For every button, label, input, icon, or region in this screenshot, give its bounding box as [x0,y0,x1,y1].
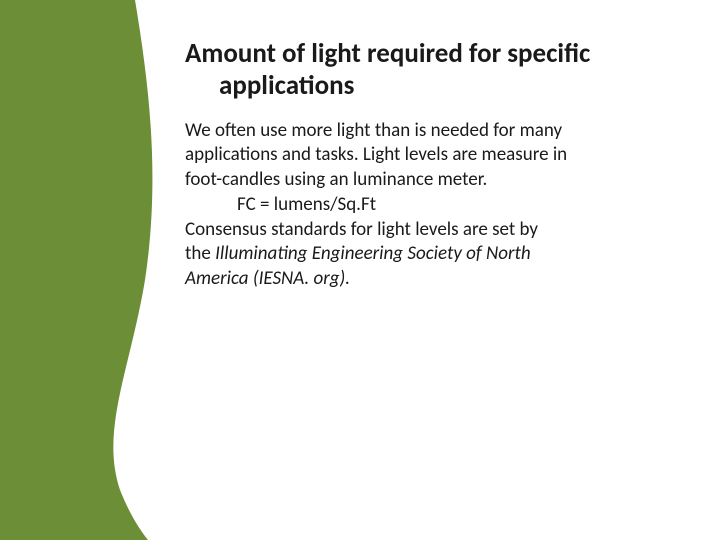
body-p1-l1: We often use more light than is needed f… [185,119,562,142]
body-p1-l3: foot-candles using an luminance meter. [185,168,487,191]
body-p2-l1: Consensus standards for light levels are… [185,218,538,241]
title-line-2: applications [185,69,354,102]
body-p2-l2-em: Illuminating Engineering Society of Nort… [215,242,531,265]
sidebar-decorative-shape [0,0,180,540]
body-p2-l2-pre: the [185,242,215,265]
body-p1-l2: applications and tasks. Light levels are… [185,143,567,166]
title-line-1: Amount of light required for specific [185,37,590,70]
body-p2-l3-em: America (IESNA. org). [185,267,350,290]
body-formula: FC = lumens/Sq.Ft [185,193,685,218]
slide-title: Amount of light required for specific ap… [185,38,685,103]
slide-body: We often use more light than is needed f… [185,119,685,292]
content-area: Amount of light required for specific ap… [185,38,685,292]
